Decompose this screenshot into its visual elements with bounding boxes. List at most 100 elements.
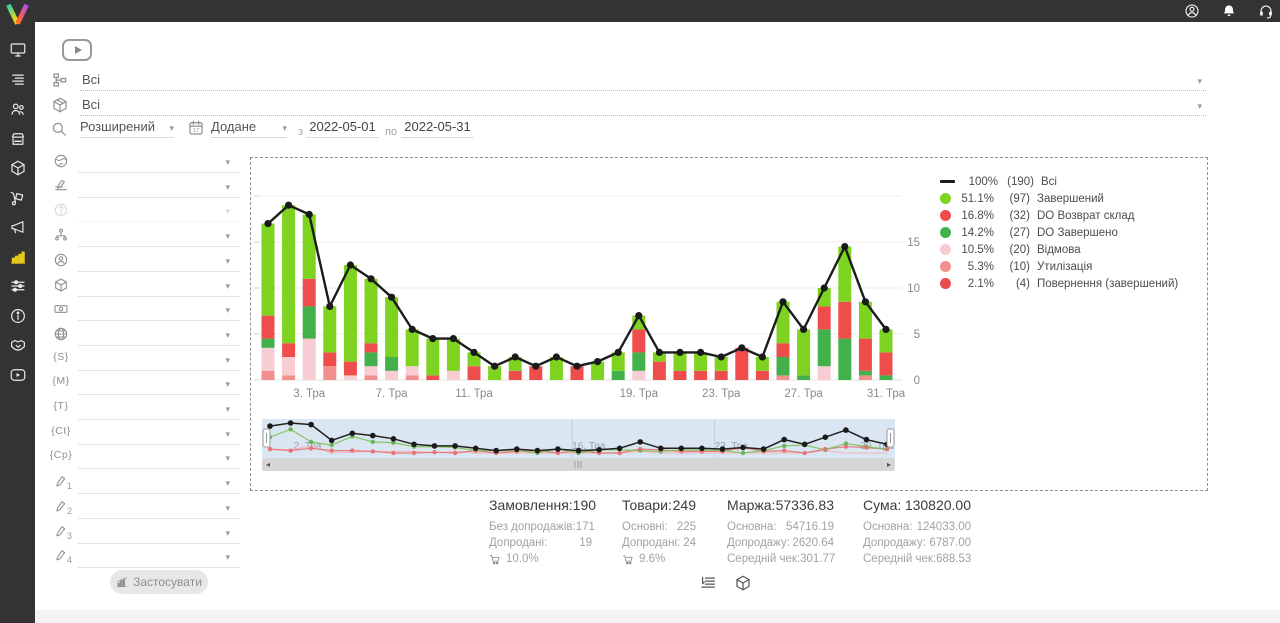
topbar-actions bbox=[1184, 0, 1274, 22]
products-filter-select[interactable]: Всі ▾ bbox=[80, 97, 1206, 116]
infocircle-icon bbox=[9, 307, 27, 330]
chart-range-navigator[interactable]: 2. Тра 16. Тра 23. Тра 30. Тра bbox=[262, 419, 895, 463]
legend-label: Відмова bbox=[1037, 243, 1081, 256]
sidebar-item-dashboard[interactable] bbox=[0, 38, 35, 68]
hierarchy-icon bbox=[50, 227, 72, 243]
filter-select-16[interactable] bbox=[78, 546, 240, 569]
filter-select-15[interactable] bbox=[78, 522, 240, 544]
legend-dot-swatch bbox=[940, 227, 951, 238]
user-avatar-icon[interactable] bbox=[1184, 3, 1200, 19]
date-field-select[interactable]: Додане ▾ bbox=[211, 119, 287, 138]
scroll-left-arrow[interactable]: ◂ bbox=[265, 460, 270, 469]
svg-text:17: 17 bbox=[193, 128, 199, 134]
sidebar-item-settings[interactable] bbox=[0, 274, 35, 304]
filter-select-6[interactable] bbox=[78, 299, 240, 322]
sidebar-item-orders[interactable] bbox=[0, 68, 35, 98]
filter-row-8: {S} ▾ bbox=[50, 349, 240, 373]
sidebar-item-warehouse[interactable] bbox=[0, 127, 35, 157]
stat-column-2: Маржа: 57336.83 Основна: 54716.19 Допродажу:… bbox=[727, 497, 835, 567]
status-group-row: Всі ▾ bbox=[50, 67, 1206, 91]
stat-row-value: 2620.64 bbox=[792, 537, 834, 549]
megaphone-icon bbox=[9, 218, 27, 241]
legend-item-0[interactable]: 100% (190) Всі bbox=[940, 173, 1178, 190]
sidebar-item-supply[interactable] bbox=[0, 186, 35, 216]
filter-row-15: 3 ▾ bbox=[50, 522, 240, 546]
bell-icon[interactable] bbox=[1221, 3, 1237, 19]
headset-icon[interactable] bbox=[1258, 3, 1274, 19]
sidebar-item-partners[interactable] bbox=[0, 333, 35, 363]
sidebar-item-statistics[interactable] bbox=[0, 245, 35, 275]
stat-row: Допродані: 24 bbox=[622, 535, 696, 551]
chevron-down-icon: ▾ bbox=[225, 502, 230, 513]
stat-row-value: 225 bbox=[676, 521, 696, 533]
date-field-value: Додане bbox=[211, 119, 257, 134]
stat-row: Без допродажів: 171 bbox=[489, 519, 595, 535]
filter-select-4[interactable] bbox=[78, 250, 240, 272]
date-from-input[interactable]: 2022-05-01 bbox=[306, 119, 379, 138]
scroll-right-arrow[interactable]: ▸ bbox=[886, 460, 891, 469]
stat-column-3: Сума: 130820.00 Основна: 124033.00 Допродажу… bbox=[863, 497, 971, 567]
filter-select-13[interactable] bbox=[78, 472, 240, 495]
legend-item-4[interactable]: 10.5% (20) Відмова bbox=[940, 241, 1178, 258]
topbar bbox=[0, 0, 1280, 22]
stat-column-0: Замовлення: 190 Без допродажів: 171 Допродан… bbox=[489, 497, 596, 567]
legend-percent: 14.2% bbox=[961, 226, 994, 239]
legend-item-6[interactable]: 2.1% (4) Повернення (завершений) bbox=[940, 275, 1178, 292]
products-view-toggle-icon[interactable] bbox=[734, 574, 752, 597]
chevron-down-icon: ▾ bbox=[282, 123, 287, 133]
stat-title-label: Маржа: bbox=[727, 497, 776, 513]
stat-row-label: Без допродажів: bbox=[489, 521, 576, 533]
filter-select-7[interactable] bbox=[78, 324, 240, 346]
legend-count: (4) bbox=[1015, 277, 1030, 290]
filter-select-14[interactable] bbox=[78, 497, 240, 519]
legend-item-5[interactable]: 5.3% (10) Утилізація bbox=[940, 258, 1178, 275]
stat-row-label: Допродажу: bbox=[863, 537, 926, 549]
sidebar-item-customers[interactable] bbox=[0, 97, 35, 127]
chart-scrollbar[interactable]: ◂ ||| ▸ bbox=[262, 458, 895, 471]
filter-select-10[interactable] bbox=[78, 398, 240, 420]
date-to-input[interactable]: 2022-05-31 bbox=[401, 119, 474, 138]
status-group-select[interactable]: Всі ▾ bbox=[80, 72, 1206, 91]
filter-select-12[interactable] bbox=[78, 447, 240, 470]
tutorial-play-button[interactable] bbox=[62, 39, 92, 61]
filter-select-1[interactable] bbox=[78, 176, 240, 198]
brace-icon: {Ct} bbox=[51, 424, 71, 437]
pencil-2-icon bbox=[50, 499, 72, 515]
apply-button[interactable]: Застосувати bbox=[110, 570, 208, 594]
chevron-down-icon: ▾ bbox=[225, 206, 230, 217]
search-mode-select[interactable]: Розширений ▾ bbox=[80, 119, 174, 138]
filter-select-0[interactable] bbox=[78, 151, 240, 173]
svg-text:23. Тра: 23. Тра bbox=[702, 388, 741, 400]
handshake-icon bbox=[9, 336, 27, 359]
legend-item-3[interactable]: 14.2% (27) DO Завершено bbox=[940, 224, 1178, 241]
sidebar-item-info[interactable] bbox=[0, 304, 35, 334]
stat-row-label: Основна: bbox=[727, 521, 777, 533]
filter-select-5[interactable] bbox=[78, 275, 240, 297]
legend-item-2[interactable]: 16.8% (32) DO Возврат склад bbox=[940, 207, 1178, 224]
filter-select-9[interactable] bbox=[78, 373, 240, 396]
logo[interactable] bbox=[4, 1, 31, 28]
pencil-4-icon bbox=[50, 548, 72, 564]
sidebar-item-products[interactable] bbox=[0, 156, 35, 186]
package-icon bbox=[50, 96, 70, 114]
filter-select-3[interactable] bbox=[78, 225, 240, 248]
scrollbar-grip[interactable]: ||| bbox=[573, 460, 584, 469]
pencil-1-icon bbox=[50, 474, 72, 490]
chevron-down-icon: ▾ bbox=[225, 157, 230, 167]
sidebar-item-video[interactable] bbox=[0, 363, 35, 393]
stat-title-value: 130820.00 bbox=[904, 497, 971, 513]
orders-view-toggle-icon[interactable] bbox=[699, 574, 717, 597]
filter-select-11[interactable] bbox=[78, 423, 240, 445]
chevron-down-icon: ▾ bbox=[225, 255, 230, 266]
svg-text:11. Тра: 11. Тра bbox=[455, 388, 493, 400]
legend-label: Повернення (завершений) bbox=[1037, 277, 1179, 290]
legend-item-1[interactable]: 51.1% (97) Завершений bbox=[940, 190, 1178, 207]
svg-text:31. Тра: 31. Тра bbox=[867, 388, 906, 400]
chevron-down-icon: ▾ bbox=[1197, 76, 1202, 86]
search-icon bbox=[50, 120, 68, 138]
upsell-percent-row: 9.6% bbox=[622, 551, 696, 567]
filter-select-8[interactable] bbox=[78, 349, 240, 371]
chevron-down-icon: ▾ bbox=[225, 453, 230, 464]
pencil-index: 3 bbox=[67, 530, 73, 541]
sidebar-item-marketing[interactable] bbox=[0, 215, 35, 245]
